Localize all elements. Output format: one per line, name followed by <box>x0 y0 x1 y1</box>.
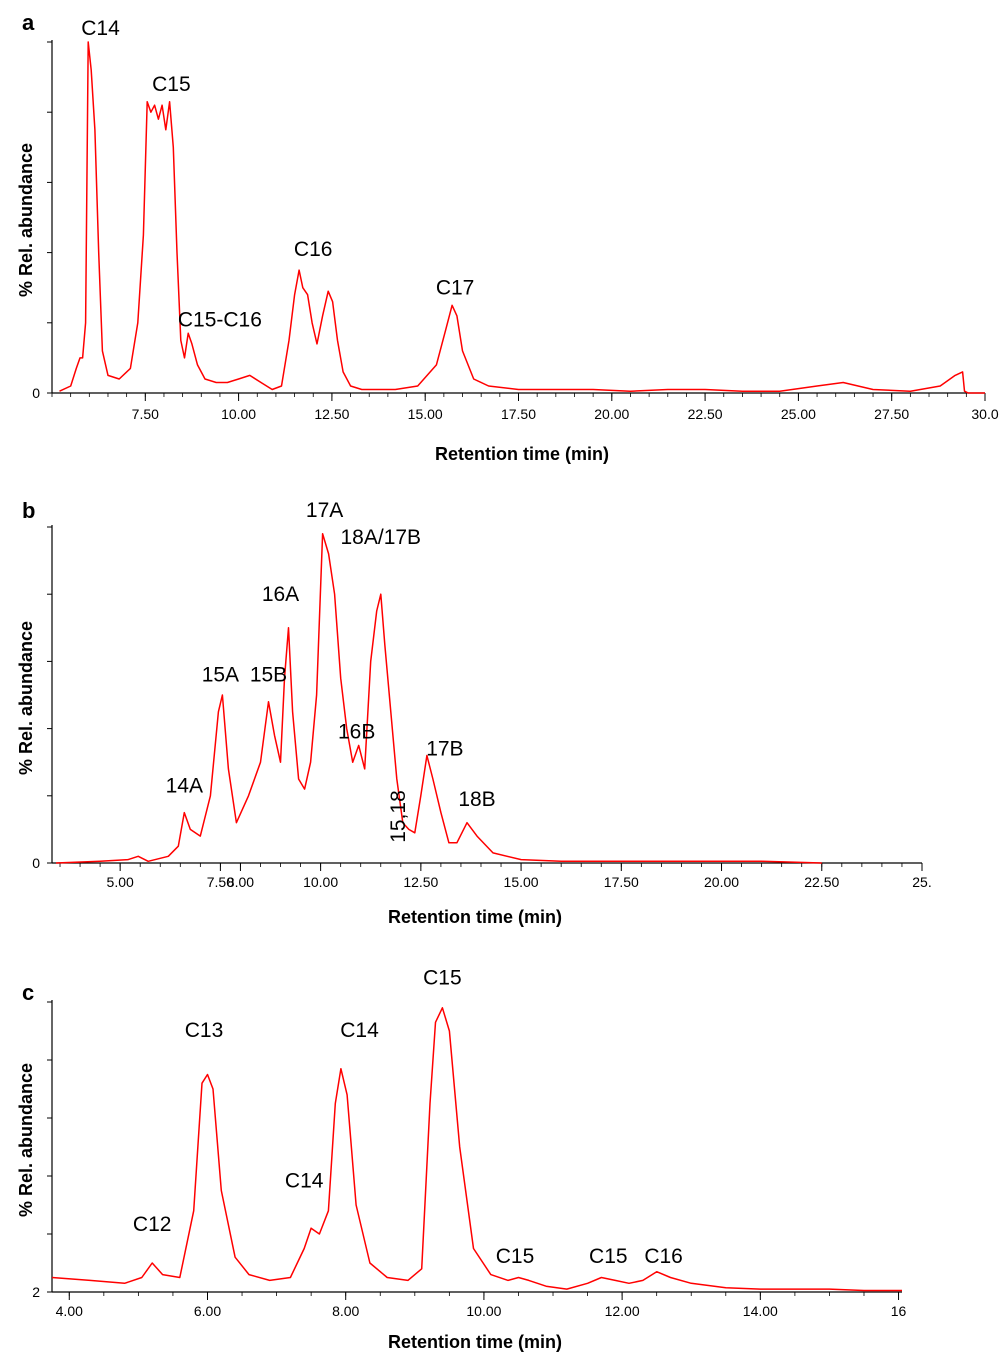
peak-label-a: C15-C16 <box>178 308 262 331</box>
y-tick-label-c: 2 <box>32 1284 40 1300</box>
marks-a: C14 C15 C15-C16 C16 C17 <box>59 17 985 394</box>
peak-label-b: 15,18 <box>387 790 410 843</box>
x-tick-label-b: 8.00 <box>227 874 254 890</box>
y-tick-label-a: 0 <box>32 385 40 401</box>
x-tick-label-b: 5.00 <box>107 874 134 890</box>
axes-b: 0 5.00 7.508.00 10.00 12.50 15.00 17.50 20.00 22… <box>32 525 932 890</box>
x-axis-title-c: Retention time (min) <box>388 1332 562 1352</box>
peak-label-b: 14A <box>166 774 203 797</box>
panel-c: c % Rel. abundance Retention time (min) … <box>16 967 907 1352</box>
x-axis-title-a: Retention time (min) <box>435 444 609 464</box>
x-tick-label-a: 20.00 <box>594 406 629 422</box>
peak-label-a: C16 <box>294 238 333 261</box>
x-tick-label-a: 17.50 <box>501 406 536 422</box>
peak-label-a: C17 <box>436 277 475 300</box>
panel-label-c: c <box>22 980 34 1005</box>
peak-label-c: C16 <box>644 1245 683 1268</box>
x-tick-label-b: 15.00 <box>504 874 539 890</box>
y-axis-title-a: % Rel. abundance <box>16 143 36 297</box>
peak-label-c: C14 <box>285 1170 324 1193</box>
x-tick-label-b: 25. <box>912 874 931 890</box>
x-tick-label-a: 22.50 <box>688 406 723 422</box>
x-tick-label-c: 14.00 <box>743 1303 778 1319</box>
series-line-a <box>59 41 985 394</box>
x-tick-label-a: 10.00 <box>221 406 256 422</box>
x-tick-label-b: 10.00 <box>303 874 338 890</box>
peak-label-b: 15B <box>250 664 287 687</box>
marks-c: C12 C13 C14 C14 C15 C15 C15 C16 <box>51 967 902 1292</box>
x-tick-label-a: 7.50 <box>132 406 159 422</box>
x-tick-label-b: 7.50 <box>207 874 234 890</box>
x-tick-label-a: 15.00 <box>408 406 443 422</box>
y-axis-title-c: % Rel. abundance <box>16 1063 36 1217</box>
x-tick-label-c: 8.00 <box>332 1303 359 1319</box>
x-tick-label-c: 12.00 <box>605 1303 640 1319</box>
y-axis-title-b: % Rel. abundance <box>16 621 36 775</box>
x-tick-label-c: 4.00 <box>56 1303 83 1319</box>
peak-label-c: C14 <box>340 1019 379 1042</box>
axes-a: 0 7.50 10.00 12.50 15.00 17.50 20.00 22.50 25.00… <box>32 40 999 422</box>
panel-b: b % Rel. abundance Retention time (min) … <box>16 498 932 927</box>
x-tick-label-a: 12.50 <box>314 406 349 422</box>
peak-label-c: C12 <box>133 1213 172 1236</box>
peak-label-b: 18B <box>458 788 495 811</box>
peak-label-c: C13 <box>185 1019 224 1042</box>
x-tick-label-b: 17.50 <box>604 874 639 890</box>
axes-c: 2 4.00 6.00 8.00 10.00 12.00 14.00 16 <box>32 1000 907 1319</box>
series-line-b <box>55 532 822 864</box>
marks-b: 14A 15A 15B 16A 17A 18A/17B 16B 17B 15,18 18B <box>55 499 822 864</box>
x-tick-label-b: 22.50 <box>804 874 839 890</box>
peak-label-a: C14 <box>81 17 120 40</box>
x-tick-label-a: 27.50 <box>874 406 909 422</box>
x-tick-label-c: 6.00 <box>194 1303 221 1319</box>
peak-label-b: 16B <box>338 721 375 744</box>
series-line-c <box>51 1007 902 1292</box>
peak-label-b: 16A <box>262 583 299 606</box>
panel-label-a: a <box>22 10 35 35</box>
x-tick-label-a: 25.00 <box>781 406 816 422</box>
peak-label-c: C15 <box>496 1245 535 1268</box>
panel-a: a % Rel. abundance Retention time (min) … <box>16 10 999 464</box>
y-tick-label-b: 0 <box>32 855 40 871</box>
x-tick-label-c: 16 <box>891 1303 907 1319</box>
peak-label-b: 17A <box>306 499 343 522</box>
peak-label-c: C15 <box>423 967 462 990</box>
peak-label-c: C15 <box>589 1245 628 1268</box>
x-tick-label-b: 12.50 <box>403 874 438 890</box>
peak-label-b: 18A/17B <box>341 526 422 549</box>
x-tick-label-b: 20.00 <box>704 874 739 890</box>
peak-label-b: 17B <box>426 738 463 761</box>
x-tick-label-c: 10.00 <box>466 1303 501 1319</box>
peak-label-b: 15A <box>202 664 239 687</box>
x-axis-title-b: Retention time (min) <box>388 907 562 927</box>
panel-label-b: b <box>22 498 35 523</box>
peak-label-a: C15 <box>152 73 191 96</box>
x-tick-label-a: 30.0 <box>971 406 998 422</box>
